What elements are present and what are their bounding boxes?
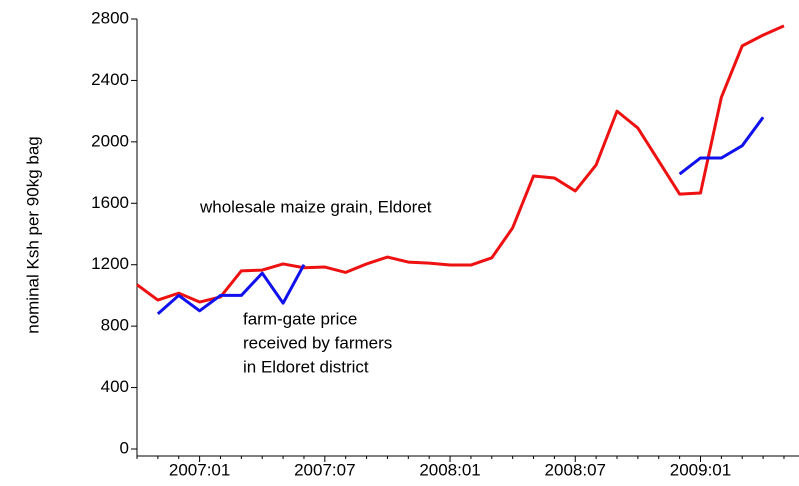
annotation: in Eldoret district xyxy=(243,357,369,376)
x-tick-label: 2008:07 xyxy=(545,460,606,479)
series-line xyxy=(156,116,765,315)
series-line xyxy=(136,24,785,304)
y-tick-label: 2400 xyxy=(91,70,129,89)
y-tick-label: 1200 xyxy=(91,254,129,273)
y-axis-label: nominal Ksh per 90kg bag xyxy=(23,136,42,334)
x-tick-label: 2007:07 xyxy=(294,460,355,479)
y-tick-label: 2800 xyxy=(91,8,129,27)
annotation: farm-gate price xyxy=(243,309,357,328)
y-tick-label: 2000 xyxy=(91,131,129,150)
y-tick-label: 800 xyxy=(101,316,129,335)
y-tick-label: 400 xyxy=(101,377,129,396)
y-tick-label: 0 xyxy=(120,438,129,457)
y-tick-label: 1600 xyxy=(91,193,129,212)
x-tick-label: 2007:01 xyxy=(169,460,230,479)
x-tick-label: 2008:01 xyxy=(419,460,480,479)
annotation: received by farmers xyxy=(243,333,392,352)
annotation: wholesale maize grain, Eldoret xyxy=(199,197,432,216)
x-tick-label: 2009:01 xyxy=(670,460,731,479)
